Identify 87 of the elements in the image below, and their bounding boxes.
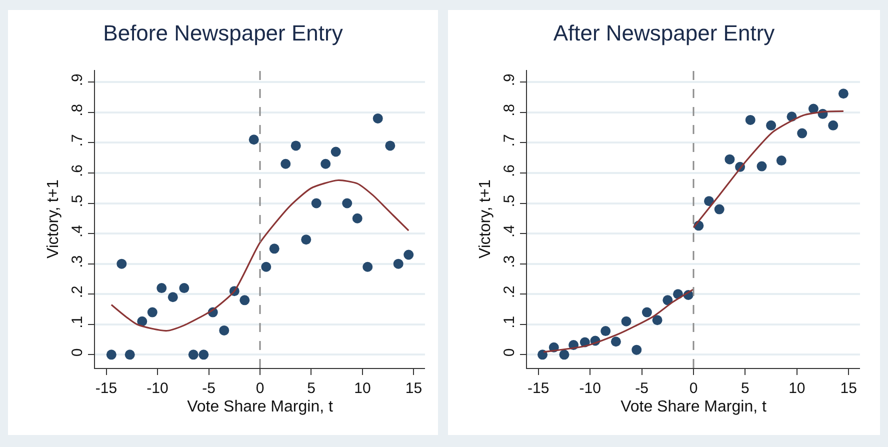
x-tick-label: -15 <box>95 380 118 397</box>
chart-title: After Newspaper Entry <box>553 20 775 46</box>
x-tick-label: -10 <box>146 380 168 397</box>
point <box>352 213 362 224</box>
point <box>124 350 135 360</box>
point <box>106 350 116 360</box>
point <box>320 158 331 169</box>
y-tick-label: .2 <box>69 286 86 298</box>
point <box>828 120 838 130</box>
point <box>248 134 259 145</box>
point <box>652 315 662 326</box>
y-tick-label: .7 <box>69 134 86 147</box>
x-tick-label: -10 <box>579 380 601 397</box>
point <box>538 350 548 360</box>
y-tick-label: .1 <box>501 316 518 328</box>
point <box>385 140 396 151</box>
y-tick-label: .8 <box>501 104 518 116</box>
point <box>797 128 808 138</box>
chart-title: Before Newspaper Entry <box>103 20 343 46</box>
point <box>311 198 322 208</box>
y-tick-label: .9 <box>69 74 86 86</box>
point <box>724 154 735 164</box>
point <box>621 316 632 326</box>
y-tick-label: .5 <box>69 194 86 208</box>
y-tick-label: .5 <box>501 194 518 208</box>
point <box>188 350 198 360</box>
point <box>662 295 673 306</box>
point <box>280 158 291 169</box>
y-tick-label: .3 <box>69 255 86 268</box>
point <box>393 258 404 269</box>
point <box>219 325 230 336</box>
point <box>301 234 312 245</box>
y-tick-label: 0 <box>501 348 518 357</box>
point <box>632 344 642 355</box>
y-tick-label: .8 <box>69 104 86 116</box>
y-tick-label: .6 <box>69 164 86 177</box>
x-tick-label: 15 <box>840 380 857 397</box>
point <box>179 283 190 294</box>
y-tick-label: .9 <box>501 74 518 86</box>
point <box>290 140 301 151</box>
point <box>372 113 383 124</box>
y-axis-title: Victory, t+1 <box>476 179 494 258</box>
point <box>600 326 611 336</box>
x-tick-label: -15 <box>528 380 550 397</box>
x-tick-label: 5 <box>741 380 750 397</box>
point <box>404 250 414 260</box>
point <box>342 198 352 208</box>
point <box>240 295 250 306</box>
point <box>137 316 148 326</box>
y-tick-label: .2 <box>501 286 518 298</box>
point <box>156 283 167 294</box>
point <box>756 161 767 172</box>
point <box>642 307 652 318</box>
y-tick-label: .7 <box>501 134 518 147</box>
y-tick-label: .3 <box>501 255 518 268</box>
x-axis-title: Vote Share Margin, t <box>187 398 334 416</box>
y-tick-label: 0 <box>69 348 86 357</box>
x-tick-label: 10 <box>788 380 806 397</box>
x-tick-label: 5 <box>307 380 316 397</box>
y-tick-label: .4 <box>501 225 518 238</box>
line-series <box>110 179 410 332</box>
x-tick-label: -5 <box>635 380 648 397</box>
x-tick-label: 0 <box>256 380 264 397</box>
y-axis-title: Victory, t+1 <box>44 179 62 258</box>
point <box>714 204 724 214</box>
point <box>776 156 786 166</box>
x-tick-label: 10 <box>354 380 371 397</box>
y-tick-label: .4 <box>69 225 86 238</box>
point <box>745 114 756 125</box>
point <box>198 350 209 360</box>
point <box>168 292 178 302</box>
point <box>838 88 848 99</box>
x-tick-label: 0 <box>689 380 698 397</box>
y-tick-label: .6 <box>501 164 518 177</box>
x-axis-title: Vote Share Margin, t <box>620 398 767 416</box>
y-tick-label: .1 <box>69 316 86 328</box>
point <box>116 258 127 269</box>
point <box>269 244 280 254</box>
point <box>147 307 158 318</box>
x-tick-label: -5 <box>202 380 216 397</box>
point <box>362 262 373 272</box>
point <box>261 262 272 272</box>
x-tick-label: 15 <box>405 380 422 397</box>
point <box>559 350 570 360</box>
point <box>330 146 341 157</box>
point <box>610 336 621 347</box>
point <box>766 120 776 130</box>
